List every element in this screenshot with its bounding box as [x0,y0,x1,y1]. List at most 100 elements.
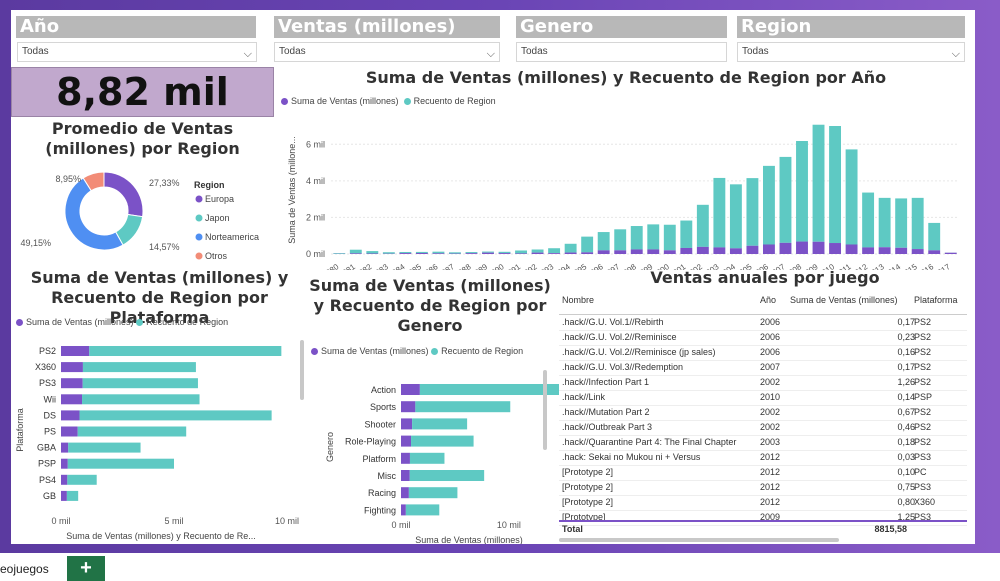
bar-sales-1998 [630,249,643,254]
x-tick-label: 1993 [536,262,556,270]
table-cell-name: .hack//G.U. Vol.1//Rebirth [562,317,664,327]
x-axis-label: Suma de Ventas (millones) [415,535,523,544]
bar-count-1994 [564,243,577,253]
y-tick-label: 2 mil [306,212,325,222]
x-tick-label: 1991 [502,262,522,270]
bar-sales-2001 [680,247,693,254]
bar-count-1992 [531,249,544,253]
bar-count-1995 [581,236,594,253]
donut-legend-label: Japon [205,213,230,223]
x-tick-label: 1987 [436,262,456,270]
table-row[interactable]: [Prototype] 2009 1,25 PS3 [559,510,967,526]
x-tick-label: 2004 [717,262,737,270]
sheet-tab-videojuegos[interactable]: eojuegos [0,562,49,576]
platform-chart-scrollbar[interactable] [300,340,304,400]
table-row[interactable]: [Prototype 2] 2012 0,80 X360 [559,495,967,511]
table-total-label: Total [562,524,583,534]
donut-legend-title: Region [194,180,225,190]
x-tick-label: 1997 [602,262,622,270]
x-tick-label: 2015 [899,262,919,270]
donut-data-label: 49,15% [20,238,51,248]
y-category-label: PS [44,427,56,437]
bar-sales-DS [61,410,80,421]
x-tick-label: 2006 [750,262,770,270]
table-row[interactable]: .hack//Link 2010 0,14 PSP [559,390,967,406]
table-row[interactable]: .hack//Quarantine Part 4: The Final Chap… [559,435,967,451]
donut-data-label: 27,33% [149,178,180,188]
x-tick-label: 1994 [552,262,572,270]
x-tick-label: 2008 [783,262,803,270]
bar-count-Platform [409,452,445,464]
table-row[interactable]: .hack//G.U. Vol.1//Rebirth 2006 0,17 PS2 [559,315,967,331]
sheet-tab-bar [0,553,1000,581]
table-cell-sales: 0,03 [897,452,915,462]
y-category-label: GBA [37,443,56,453]
table-cell-year: 2006 [760,332,781,342]
table-header-sales[interactable]: Suma de Ventas (millones) [790,295,898,305]
bar-count-1984 [399,251,412,254]
slicer-sales-dropdown[interactable]: Todas ⌵ [274,42,500,62]
legend-dot-sales [16,319,23,326]
donut-title: Promedio de Ventas (millones) por Region [45,119,240,158]
table-row[interactable]: .hack//Outbreak Part 3 2002 0,46 PS2 [559,420,967,436]
table-row[interactable]: .hack//Infection Part 1 2002 1,26 PS2 [559,375,967,391]
bar-count-1985 [415,251,428,254]
slicer-genre-header: Genero [516,16,727,38]
table-row[interactable]: .hack//G.U. Vol.2//Reminisce (jp sales) 2… [559,345,967,361]
bar-count-PS3 [82,378,198,389]
bar-sales-2002 [696,246,709,254]
legend-dot-count [431,348,439,355]
table-cell-name: [Prototype] [562,512,606,522]
bar-sales-1999 [647,249,660,254]
bar-count-1986 [432,251,445,254]
table-cell-year: 2006 [760,347,781,357]
table-header-name[interactable]: Nombre [562,295,595,305]
bar-count-2000 [663,224,676,251]
bar-sales-1994 [564,252,577,254]
table-row[interactable]: .hack//Mutation Part 2 2002 0,67 PS2 [559,405,967,421]
table-cell-year: 2010 [760,392,781,402]
bar-count-PSP [67,458,174,469]
table-cell-name: [Prototype 2] [562,482,614,492]
bar-count-1991 [515,250,528,254]
genre-chart-scrollbar[interactable] [543,370,547,450]
x-tick-label: 1986 [420,262,440,270]
add-sheet-button[interactable]: + [67,556,105,581]
table-cell-name: .hack//Quarantine Part 4: The Final Chap… [562,437,737,447]
x-tick-label: 2016 [916,262,936,270]
table-cell-sales: 0,23 [897,332,915,342]
table-row[interactable]: .hack//G.U. Vol.2//Reminisce 2006 0,23 PS2 [559,330,967,346]
table-cell-year: 2012 [760,497,781,507]
legend-dot-Japon [195,214,203,222]
bar-sales-2005 [746,245,759,254]
table-cell-year: 2003 [760,437,781,447]
table-horizontal-scrollbar[interactable] [559,538,839,542]
bar-sales-1985 [415,253,428,254]
table-row[interactable]: [Prototype 2] 2012 0,10 PC [559,465,967,481]
table-row[interactable]: .hack//G.U. Vol.3//Redemption 2007 0,17 PS2 [559,360,967,376]
slicer-region-dropdown[interactable]: Todas ⌵ [737,42,965,62]
slicer-genre-dropdown[interactable]: Todas [516,42,727,62]
y-category-label: Platform [362,454,396,464]
x-tick-label: 1988 [453,262,473,270]
slicer-year-dropdown[interactable]: Todas ⌵ [17,42,257,62]
bar-count-1989 [482,251,494,253]
bar-count-2002 [696,204,709,247]
bar-sales-2017 [944,252,957,254]
table-header-year[interactable]: Año [760,295,777,305]
bar-count-PS2 [89,346,282,356]
bar-count-Action [419,384,559,395]
bar-sales-Platform [401,452,410,464]
bar-count-2011 [845,149,858,245]
table-cell-platform: PC [914,467,927,477]
table-cell-platform: PS2 [914,377,932,387]
table-cell-sales: 0,14 [897,392,915,402]
table-row[interactable]: .hack: Sekai no Mukou ni + Versus 2012 0,0… [559,450,967,466]
table-cell-year: 2012 [760,467,781,477]
y-category-label: X360 [35,362,56,372]
bar-sales-Misc [401,470,410,481]
table-header-platform[interactable]: Plataforma [914,295,958,305]
y-category-label: PS4 [39,475,56,485]
table-row[interactable]: [Prototype 2] 2012 0,75 PS3 [559,480,967,496]
legend-count-label: Recuento de Region [413,96,496,106]
